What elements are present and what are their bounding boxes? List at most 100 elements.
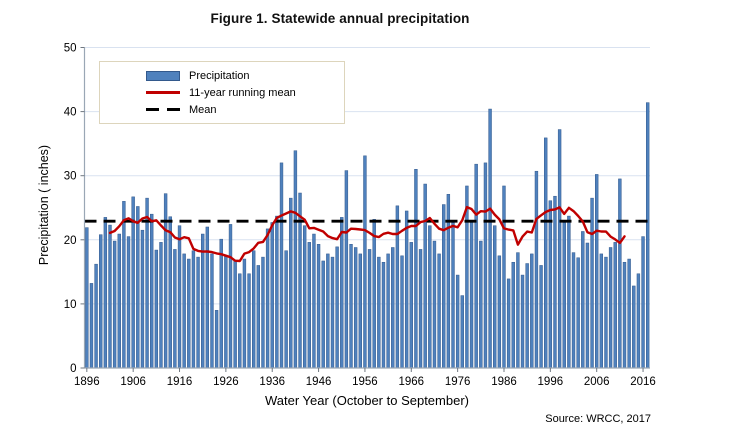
precipitation-swatch-icon <box>146 70 180 81</box>
precip-bar <box>516 252 520 369</box>
precip-bar <box>455 274 460 369</box>
precip-bar <box>191 250 196 369</box>
precip-bar <box>298 192 302 369</box>
precip-bar <box>293 150 298 369</box>
precip-bar <box>400 255 404 369</box>
running-mean-swatch-icon <box>146 91 180 94</box>
precip-bar <box>238 273 242 369</box>
x-tick-label: 2006 <box>584 376 610 388</box>
precip-bar <box>581 231 585 369</box>
precip-bar <box>340 217 344 369</box>
precip-bar <box>613 242 617 369</box>
precip-bar <box>201 233 205 369</box>
precip-bar <box>386 253 390 369</box>
precip-bar <box>641 236 645 369</box>
precip-bar <box>493 225 497 369</box>
precip-bar <box>163 193 168 369</box>
precip-bar <box>330 256 335 369</box>
precip-bar <box>94 263 98 369</box>
precip-bar <box>557 129 562 369</box>
precip-bar <box>182 253 186 369</box>
x-tick-label: 2016 <box>630 376 656 388</box>
precip-bar <box>85 227 89 369</box>
x-tick-label: 1986 <box>491 376 517 388</box>
precip-bar <box>409 242 413 369</box>
precip-bar <box>520 274 525 369</box>
precip-bar <box>414 169 418 369</box>
legend-item-running-mean: 11-year running mean <box>108 84 336 101</box>
precip-bar <box>326 253 330 369</box>
precip-bar <box>349 244 353 369</box>
x-tick-label: 1926 <box>213 376 239 388</box>
y-tick-label: 40 <box>64 107 77 119</box>
precip-bar <box>479 240 483 369</box>
precip-bar <box>210 253 214 369</box>
precip-bar <box>99 234 103 369</box>
precip-bar <box>437 253 441 369</box>
precip-bar <box>312 233 316 369</box>
chart-title: Figure 1. Statewide annual precipitation <box>210 11 470 26</box>
precip-bar <box>335 246 339 369</box>
legend-item-precipitation: Precipitation <box>108 67 336 84</box>
precip-bar <box>506 278 511 369</box>
y-tick-label: 0 <box>70 363 76 375</box>
precip-bar <box>391 247 395 369</box>
precip-bar <box>567 215 571 369</box>
x-tick-label: 1896 <box>74 376 100 388</box>
precip-bar <box>367 249 372 369</box>
precip-bar <box>150 213 154 369</box>
precip-bar <box>381 261 386 369</box>
y-tick-label: 20 <box>64 235 77 247</box>
mean-swatch-icon <box>146 107 180 112</box>
precip-bar <box>136 206 140 369</box>
precip-bar <box>173 249 177 369</box>
precip-bar <box>395 205 400 369</box>
precip-bar <box>154 249 159 369</box>
precip-bar <box>168 216 172 369</box>
x-tick-label: 1966 <box>398 376 424 388</box>
precip-bar <box>497 255 502 369</box>
precip-bar <box>205 226 210 369</box>
precip-bar <box>261 256 265 369</box>
precip-bar <box>604 256 608 369</box>
precip-bar <box>585 242 590 369</box>
precip-bar <box>233 260 237 369</box>
precip-bar <box>646 102 650 369</box>
precip-bar <box>423 183 427 369</box>
precip-bar <box>219 238 223 369</box>
y-axis-title: Precipitation ( inches) <box>37 144 51 266</box>
x-tick-label: 1956 <box>352 376 378 388</box>
precip-bar <box>307 242 311 369</box>
precip-bar <box>622 261 627 369</box>
precip-bar <box>252 250 256 369</box>
precip-bar <box>460 295 464 369</box>
x-tick-label: 1916 <box>167 376 193 388</box>
precip-bar <box>469 222 474 369</box>
x-tick-label: 1906 <box>120 376 146 388</box>
precip-bar <box>595 174 599 369</box>
precip-bar <box>247 273 251 369</box>
precip-bar <box>632 285 636 369</box>
precip-bar <box>289 197 293 369</box>
precip-bar <box>145 197 149 369</box>
precip-bar <box>187 258 191 369</box>
precip-bar <box>377 256 381 369</box>
x-axis-title: Water Year (October to September) <box>264 393 469 408</box>
precip-bar <box>103 217 108 369</box>
y-tick-label: 30 <box>64 171 77 183</box>
precip-bar <box>224 256 228 369</box>
precip-bar <box>627 258 631 369</box>
y-tick-label: 10 <box>64 299 77 311</box>
precip-bar <box>571 252 576 369</box>
precip-bar <box>353 247 358 369</box>
precip-bar <box>108 224 112 369</box>
precip-bar <box>177 225 182 369</box>
precip-bar <box>363 155 367 369</box>
precip-bar <box>344 170 349 369</box>
precip-bar <box>404 210 409 369</box>
precip-bar <box>279 162 284 369</box>
legend-label-precipitation: Precipitation <box>189 69 250 82</box>
precip-bar <box>539 265 543 369</box>
y-tick-label: 50 <box>64 43 77 55</box>
precip-bar <box>321 260 325 369</box>
